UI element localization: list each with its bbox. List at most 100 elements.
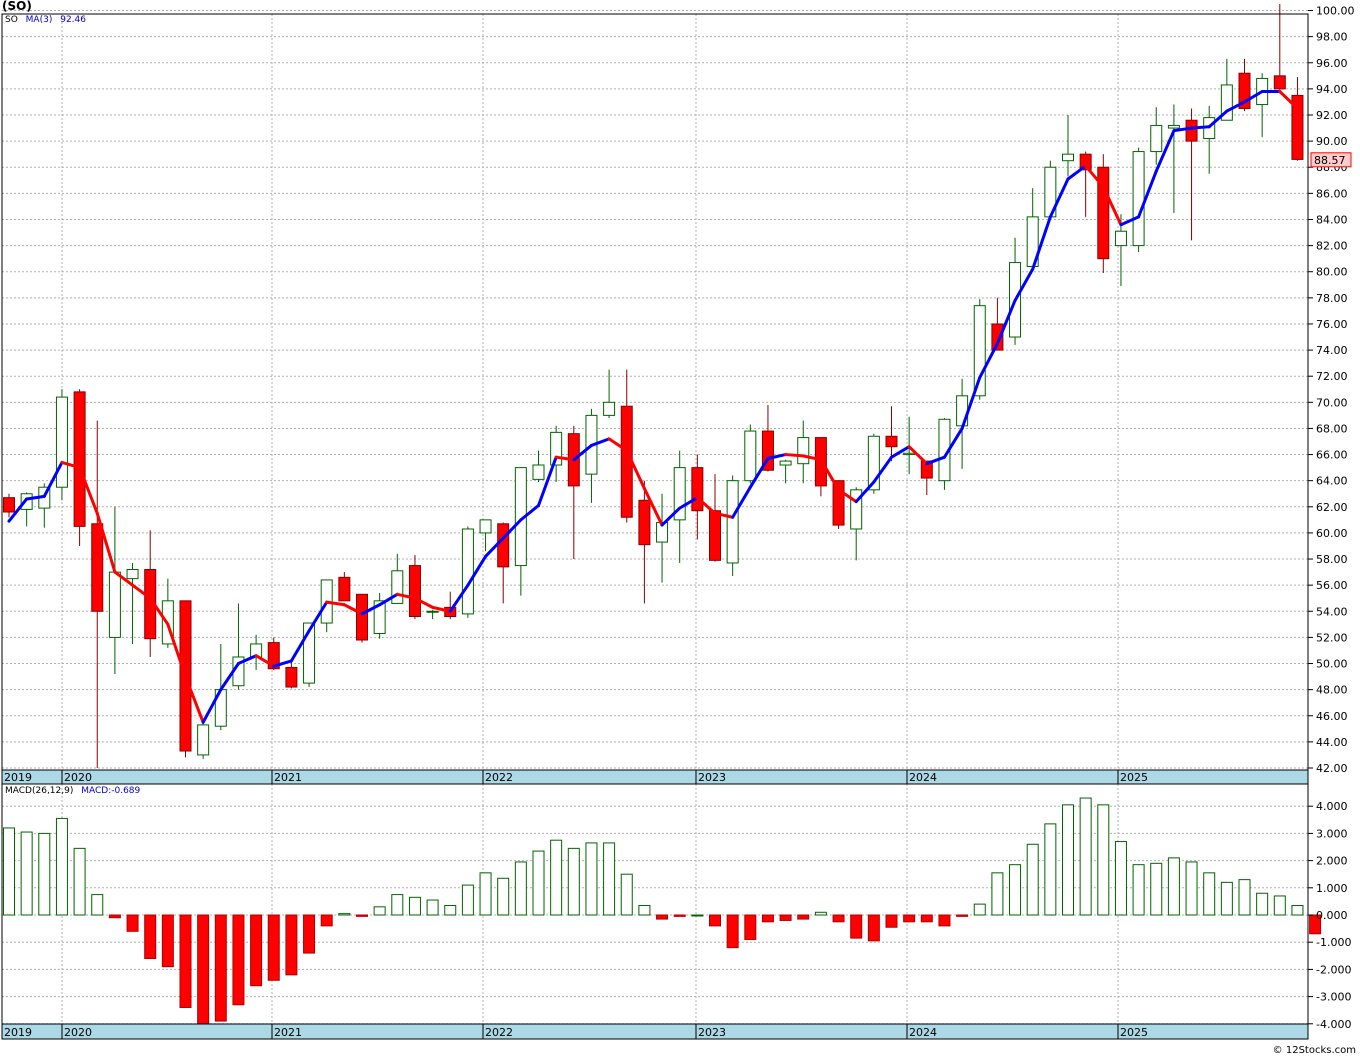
ma-segment [78, 466, 99, 515]
macd-bar [832, 914, 845, 923]
candle-body [797, 437, 810, 465]
candle-body [73, 391, 86, 527]
candle-body [1150, 124, 1163, 153]
macd-bar [444, 904, 457, 916]
candle-body [1273, 75, 1286, 90]
price-tick-label: 56.00 [1316, 579, 1348, 592]
candle-body [1291, 94, 1304, 160]
ma-segment [1278, 89, 1299, 110]
macd-bar [1238, 879, 1251, 916]
symbol-label: SO [5, 15, 18, 25]
candle-body [267, 642, 280, 670]
macd-bar [144, 914, 157, 960]
macd-bar [267, 914, 280, 981]
macd-bar [814, 911, 827, 916]
macd-bar [620, 873, 633, 916]
macd-bar [479, 872, 492, 916]
candle-body [303, 622, 316, 684]
macd-bar [1044, 823, 1057, 916]
ma-segment [801, 454, 823, 462]
candle-body [991, 323, 1004, 351]
ma-segment [1048, 177, 1070, 219]
price-y-axis: 42.00 44.00 46.00 48.00 50.00 52.00 54.00 56.00… [1308, 5, 1355, 775]
ma-segment [378, 592, 399, 607]
macd-bar [885, 914, 898, 928]
ma-segment [7, 497, 29, 523]
candle-body [550, 431, 563, 466]
candle-body [532, 464, 545, 480]
macd-bar [3, 827, 15, 916]
candle-body [850, 489, 863, 530]
candle-body [691, 467, 704, 512]
macd-bar [373, 906, 386, 916]
candle-body [91, 523, 104, 612]
candle-body [885, 435, 898, 448]
candle-body [497, 523, 510, 568]
ma-segment [148, 596, 170, 626]
macd-bar [920, 914, 933, 923]
candle-body [3, 497, 15, 513]
ma-segment [60, 460, 82, 470]
ma-segment [1031, 215, 1052, 271]
price-tick-label: 78.00 [1316, 292, 1348, 305]
ma-segment [713, 511, 735, 519]
ma-segment [95, 511, 117, 574]
candle-body [108, 571, 121, 638]
ma-segment [766, 453, 788, 460]
ma-segment [1172, 126, 1194, 133]
ma-segment [360, 603, 382, 616]
macd-bar [1273, 895, 1286, 916]
x-axis-label: 2024 [909, 771, 937, 784]
ma-segment [113, 570, 135, 587]
candle-body [1132, 151, 1145, 247]
macd-bar [73, 847, 86, 916]
x-axis-label: 2020 [64, 771, 92, 784]
ma-segment [1154, 129, 1176, 173]
macd-bar [1150, 862, 1163, 916]
macd-bar [761, 914, 774, 923]
macd-bar [1062, 804, 1074, 916]
candle-body [832, 480, 845, 526]
macd-tick-label: 1.000 [1316, 882, 1348, 895]
macd-bar [956, 914, 969, 917]
candle-body [20, 493, 33, 510]
candle-body [779, 460, 792, 466]
x-axis-label: 2023 [698, 1026, 726, 1039]
macd-bar [603, 842, 616, 916]
macd-bar [1132, 864, 1145, 916]
ma-segment [607, 437, 629, 453]
macd-bar [532, 850, 545, 916]
macd-bar [250, 914, 263, 987]
macd-bar [1309, 914, 1322, 935]
macd-bar [850, 914, 863, 939]
last-price-label: 88.57 [1314, 154, 1346, 167]
candle-body [1097, 166, 1110, 260]
macd-bar [867, 914, 880, 942]
ma-segment [131, 583, 152, 600]
price-tick-label: 62.00 [1316, 501, 1348, 514]
ma-segment [201, 688, 223, 724]
ma-segment [872, 455, 893, 484]
price-tick-label: 92.00 [1316, 109, 1348, 122]
candle-body [408, 565, 421, 618]
price-panel-frame [1, 13, 1309, 785]
candle-body [603, 401, 616, 416]
macd-bar [779, 914, 792, 921]
candle-body [1079, 153, 1092, 171]
x-axis-label: 2020 [64, 1026, 92, 1039]
macd-bar [1203, 872, 1216, 916]
price-tick-label: 86.00 [1316, 187, 1348, 200]
ma-segment [289, 629, 311, 663]
candle-body [920, 460, 933, 479]
ma-segment [1119, 215, 1141, 227]
price-tick-label: 54.00 [1316, 605, 1348, 618]
macd-bar [126, 914, 139, 932]
macd-bar [938, 914, 951, 927]
candle-body [903, 452, 916, 456]
ma-segment [1066, 164, 1088, 181]
candle-body [391, 570, 404, 604]
macd-bar [1079, 797, 1092, 916]
ma-segment [589, 437, 611, 447]
macd-tick-label: 0.000 [1316, 909, 1348, 922]
macd-bar [1026, 843, 1039, 916]
